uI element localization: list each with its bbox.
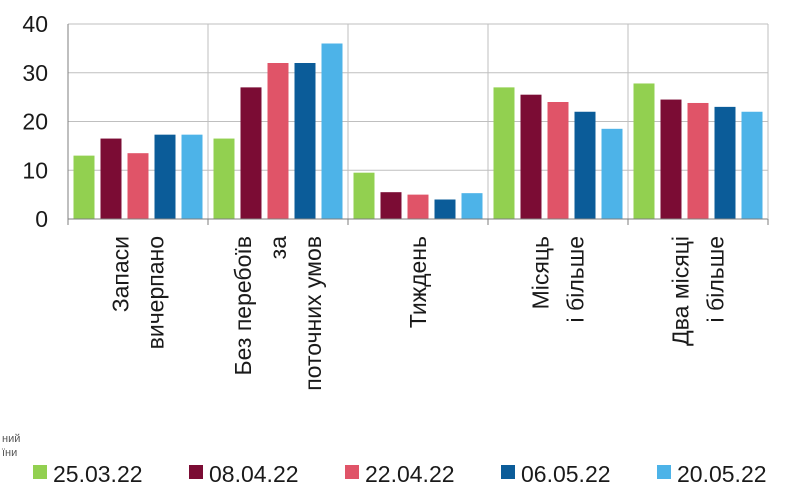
y-axis-ticks: 0 10 20 30 40 <box>22 11 48 232</box>
category-label: поточних умов <box>300 236 326 391</box>
bar-08.04.22-1 <box>240 87 262 219</box>
bar-06.05.22-1 <box>294 63 316 219</box>
bar-06.05.22-3 <box>574 111 596 219</box>
bar-22.04.22-1 <box>267 63 289 219</box>
y-tick-label: 0 <box>35 206 48 232</box>
legend-label: 22.04.22 <box>365 461 455 487</box>
category-label: і більше <box>703 236 729 322</box>
bar-22.04.22-0 <box>127 153 149 219</box>
bar-20.05.22-2 <box>461 193 483 219</box>
footnote-line-1: ний <box>2 433 20 445</box>
y-tick-label: 40 <box>22 11 48 37</box>
bar-20.05.22-3 <box>601 128 623 219</box>
legend-swatch <box>189 465 203 479</box>
category-labels: Запаси вичерпано Без перебоїв за поточних ум… <box>108 236 729 391</box>
bar-25.03.22-1 <box>213 138 235 219</box>
legend-swatch <box>657 465 671 479</box>
category-label: за <box>265 236 291 260</box>
legend: 25.03.22 08.04.22 22.04.22 06.05.22 20.05.22 <box>33 461 767 487</box>
category-label: Без перебоїв <box>230 236 256 375</box>
axes <box>67 24 769 225</box>
legend-swatch <box>33 465 47 479</box>
bar-06.05.22-0 <box>154 134 176 219</box>
bar-22.04.22-2 <box>407 194 429 219</box>
bar-25.03.22-2 <box>353 172 375 219</box>
legend-label: 25.03.22 <box>53 461 143 487</box>
y-tick-label: 10 <box>22 157 48 183</box>
legend-label: 20.05.22 <box>677 461 767 487</box>
bar-25.03.22-0 <box>73 155 95 219</box>
y-tick-label: 30 <box>22 60 48 86</box>
bar-06.05.22-2 <box>434 199 456 219</box>
bar-20.05.22-1 <box>321 43 343 219</box>
bar-08.04.22-3 <box>520 94 542 219</box>
legend-label: 08.04.22 <box>209 461 299 487</box>
bar-22.04.22-3 <box>547 102 569 219</box>
bar-20.05.22-4 <box>741 111 763 219</box>
category-label: вичерпано <box>143 236 169 349</box>
bars <box>73 43 763 219</box>
bar-08.04.22-0 <box>100 138 122 219</box>
category-label: Два місяці <box>668 236 694 346</box>
category-label: Місяць <box>528 236 554 309</box>
bar-08.04.22-4 <box>660 99 682 219</box>
category-label: і більше <box>563 236 589 322</box>
legend-label: 06.05.22 <box>521 461 611 487</box>
bar-08.04.22-2 <box>380 192 402 219</box>
bar-22.04.22-4 <box>687 102 709 219</box>
legend-swatch <box>345 465 359 479</box>
bar-06.05.22-4 <box>714 106 736 219</box>
legend-swatch <box>501 465 515 479</box>
category-label: Запаси <box>108 236 134 312</box>
bar-20.05.22-0 <box>181 134 203 219</box>
footnote-line-2: їни <box>1 447 17 459</box>
bar-25.03.22-4 <box>633 83 655 219</box>
y-tick-label: 20 <box>22 109 48 135</box>
bar-25.03.22-3 <box>493 87 515 219</box>
category-label: Тиждень <box>405 236 431 328</box>
